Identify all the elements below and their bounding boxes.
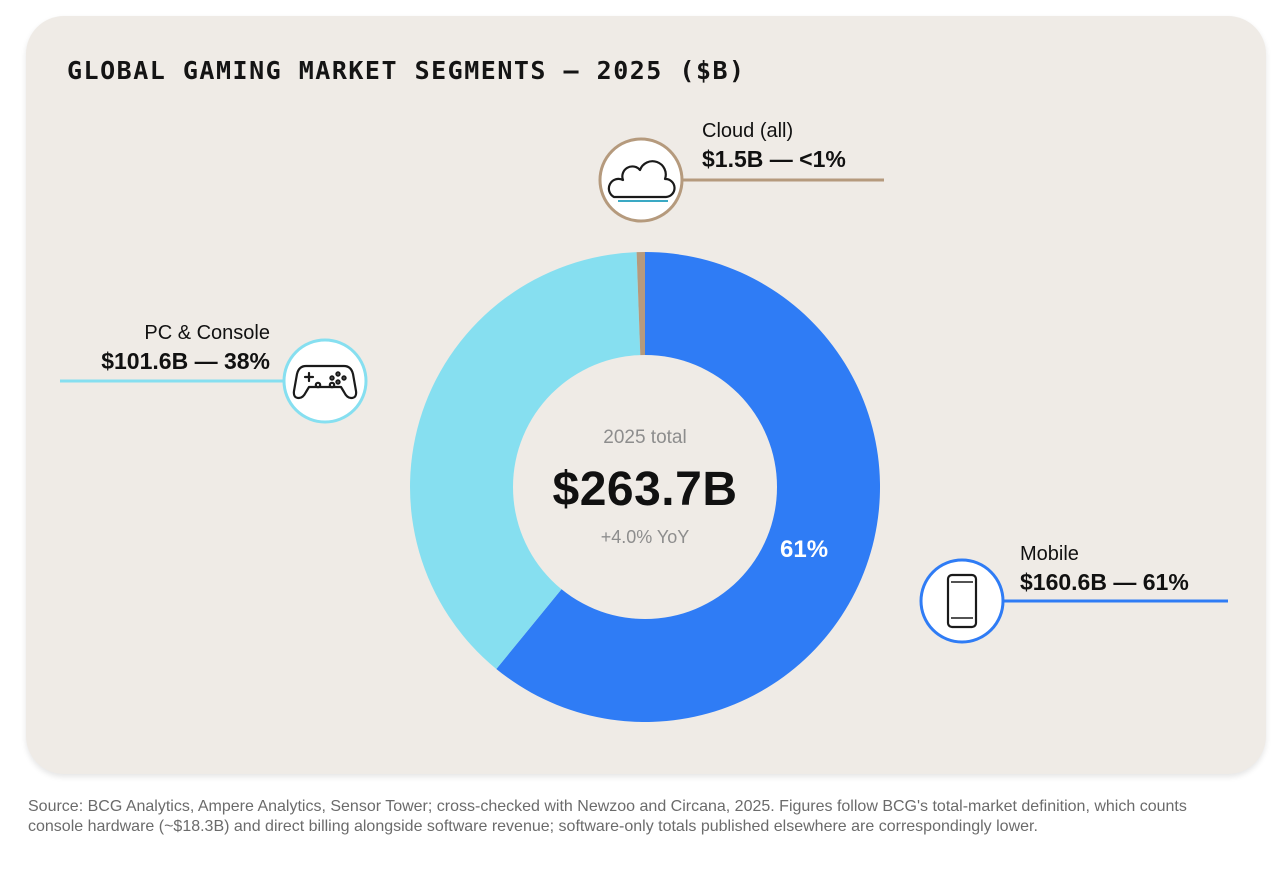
gamepad-icon — [292, 364, 358, 400]
cloud-name: Cloud (all) — [702, 120, 794, 142]
cloud-icon — [607, 160, 676, 202]
donut-hole — [513, 355, 777, 619]
center-year-label: 2025 total — [603, 427, 687, 448]
mobile-label: Mobile $160.6B — 61% — [1020, 543, 1189, 596]
pc-console-name: PC & Console — [144, 322, 270, 344]
mobile-slice-label: 61% — [780, 536, 829, 563]
pc-console-icon-circle — [282, 338, 368, 424]
mobile-value: $160.6B — 61% — [1020, 569, 1189, 595]
mobile-name: Mobile — [1020, 543, 1079, 565]
center-total-value: $263.7B — [552, 463, 738, 516]
cloud-value: $1.5B — <1% — [702, 146, 846, 172]
mobile-icon-circle — [919, 558, 1005, 644]
phone-icon — [946, 573, 978, 629]
source-note: Source: BCG Analytics, Ampere Analytics,… — [28, 798, 1187, 835]
center-yoy-change: +4.0% YoY — [600, 527, 690, 547]
pc-console-value: $101.6B — 38% — [101, 348, 270, 374]
pc-console-label: PC & Console $101.6B — 38% — [101, 322, 270, 375]
chart-title: GLOBAL GAMING MARKET SEGMENTS — 2025 ($B… — [67, 56, 746, 85]
cloud-label: Cloud (all) $1.5B — <1% — [702, 120, 846, 173]
